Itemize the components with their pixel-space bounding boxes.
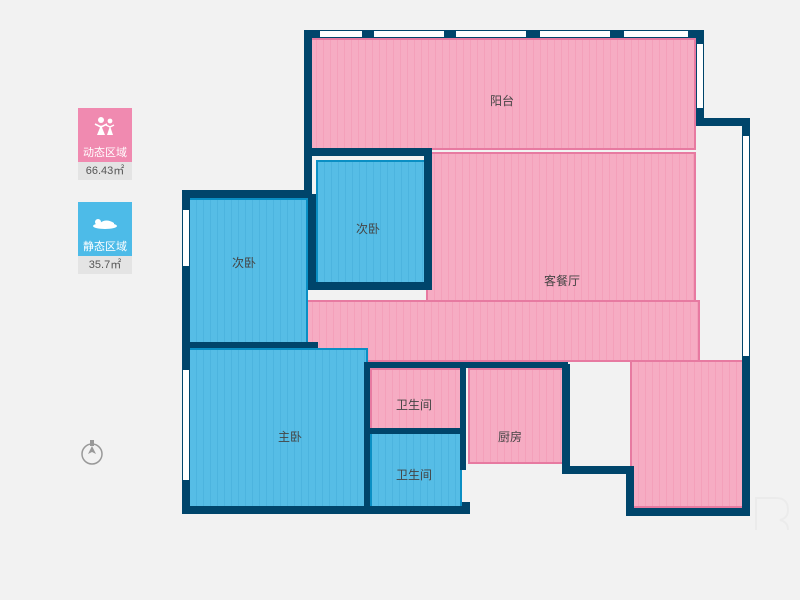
window — [182, 370, 190, 480]
room-label-bed2b: 次卧 — [232, 254, 256, 271]
room-label-bath1: 卫生间 — [396, 396, 432, 413]
room-kitchen — [468, 368, 564, 464]
room-label-living: 客餐厅 — [544, 272, 580, 289]
window — [182, 210, 190, 266]
legend-dynamic-label: 动态区域 — [78, 144, 132, 162]
room-bed2b — [188, 198, 308, 346]
wall-inner — [364, 428, 466, 434]
wall-inner — [364, 362, 370, 510]
window — [742, 136, 750, 356]
wall-outer — [304, 30, 312, 196]
legend-panel: 动态区域 66.43㎡ 静态区域 35.7㎡ — [78, 108, 136, 296]
room-living3 — [630, 360, 746, 508]
wall-inner — [308, 194, 316, 290]
legend-static: 静态区域 35.7㎡ — [78, 202, 132, 274]
room-label-bed2a: 次卧 — [356, 220, 380, 237]
room-label-bath2: 卫生间 — [396, 466, 432, 483]
wall-outer — [562, 364, 570, 472]
wall-inner — [364, 362, 466, 368]
legend-static-label: 静态区域 — [78, 238, 132, 256]
wall-inner — [312, 282, 432, 290]
window — [374, 30, 444, 38]
window — [696, 44, 704, 108]
window — [320, 30, 362, 38]
window — [624, 30, 688, 38]
watermark-icon — [750, 492, 794, 536]
compass-icon — [78, 438, 106, 466]
legend-dynamic: 动态区域 66.43㎡ — [78, 108, 132, 180]
wall-outer — [182, 190, 310, 198]
legend-static-value: 35.7㎡ — [78, 256, 132, 274]
wall-inner — [460, 362, 466, 470]
room-label-balcony: 阳台 — [490, 92, 514, 109]
wall-outer — [626, 508, 750, 516]
wall-inner — [308, 148, 432, 156]
room-label-kitchen: 厨房 — [498, 428, 522, 445]
wall-outer — [562, 466, 634, 474]
people-icon — [78, 108, 132, 144]
wall-inner — [424, 148, 432, 290]
legend-dynamic-value: 66.43㎡ — [78, 162, 132, 180]
window — [456, 30, 526, 38]
wall-inner — [460, 362, 568, 368]
wall-inner — [188, 342, 318, 348]
window — [540, 30, 610, 38]
room-label-bed1: 主卧 — [278, 428, 302, 445]
sleep-icon — [78, 202, 132, 238]
wall-outer — [182, 506, 470, 514]
